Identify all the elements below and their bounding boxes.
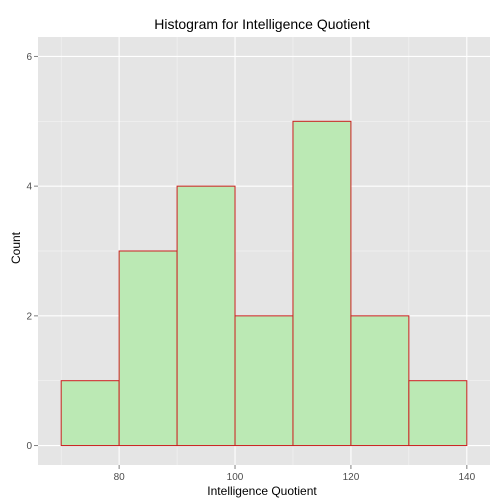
histogram-bar	[292, 120, 352, 447]
histogram-bars	[60, 120, 468, 447]
x-tick-label: 140	[458, 472, 475, 483]
histogram-bar	[408, 380, 468, 447]
y-tick-label: 6	[26, 52, 32, 63]
y-axis-ticks: 0 2 4 6	[26, 52, 38, 452]
x-tick-label: 80	[114, 472, 126, 483]
histogram-bar	[234, 315, 294, 447]
x-axis-title: Intelligence Quotient	[207, 484, 317, 498]
x-tick-label: 120	[343, 472, 360, 483]
x-axis-ticks: 80 100 120 140	[114, 465, 476, 483]
y-tick-label: 4	[26, 182, 32, 193]
histogram-bar	[60, 380, 120, 447]
histogram-bar	[118, 250, 178, 447]
histogram-bar	[350, 315, 410, 447]
chart-title: Histogram for Intelligence Quotient	[154, 16, 370, 32]
y-tick-label: 2	[26, 311, 32, 322]
x-tick-label: 100	[227, 472, 244, 483]
histogram-bar	[176, 185, 236, 447]
y-tick-label: 0	[26, 441, 32, 452]
y-axis-title: Count	[9, 231, 23, 264]
